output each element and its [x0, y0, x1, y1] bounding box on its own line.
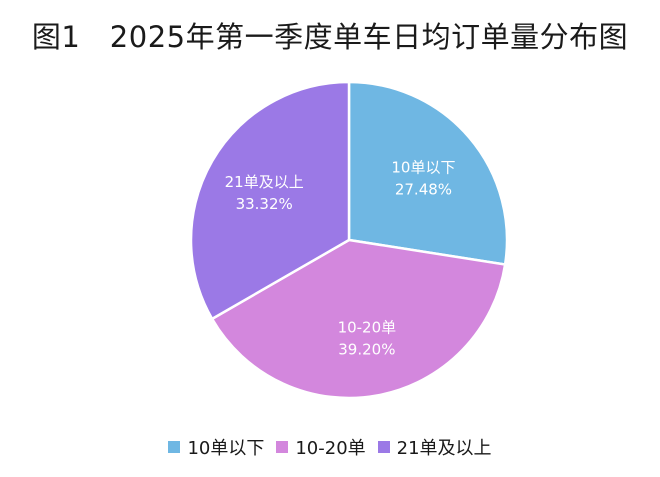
- legend-swatch: [377, 441, 390, 453]
- legend-label: 10单以下: [187, 438, 265, 459]
- chart-title: 图1 2025年第一季度单车日均订单量分布图: [31, 20, 629, 54]
- legend-item: 10单以下: [168, 434, 264, 460]
- slice-labels: 10单以下 27.48% 10-20单 39.20% 21单及以上 33.32%: [225, 158, 456, 358]
- legend-item: 10-20单: [276, 434, 366, 460]
- pie-slice: [189, 80, 351, 321]
- legend-item: 21单及以上: [377, 434, 492, 460]
- slice-category-label: 21单及以上: [225, 173, 304, 191]
- slice-value-label: 33.32%: [236, 195, 293, 213]
- legend-swatch: [276, 441, 289, 453]
- legend-swatch: [168, 441, 181, 453]
- pie-chart: 10单以下 27.48% 10-20单 39.20% 21单及以上 33.32%: [189, 80, 509, 400]
- pie-slice: [347, 80, 509, 266]
- chart-legend: 10单以下 10-20单 21单及以上: [0, 434, 660, 460]
- slice-value-label: 27.48%: [395, 180, 452, 198]
- slice-category-label: 10单以下: [391, 158, 455, 176]
- slice-category-label: 10-20单: [338, 318, 397, 336]
- pie-slice: [210, 238, 507, 400]
- legend-label: 10-20单: [295, 438, 366, 459]
- slice-value-label: 39.20%: [338, 340, 395, 358]
- pie-slices: [189, 80, 509, 400]
- legend-label: 21单及以上: [396, 438, 492, 459]
